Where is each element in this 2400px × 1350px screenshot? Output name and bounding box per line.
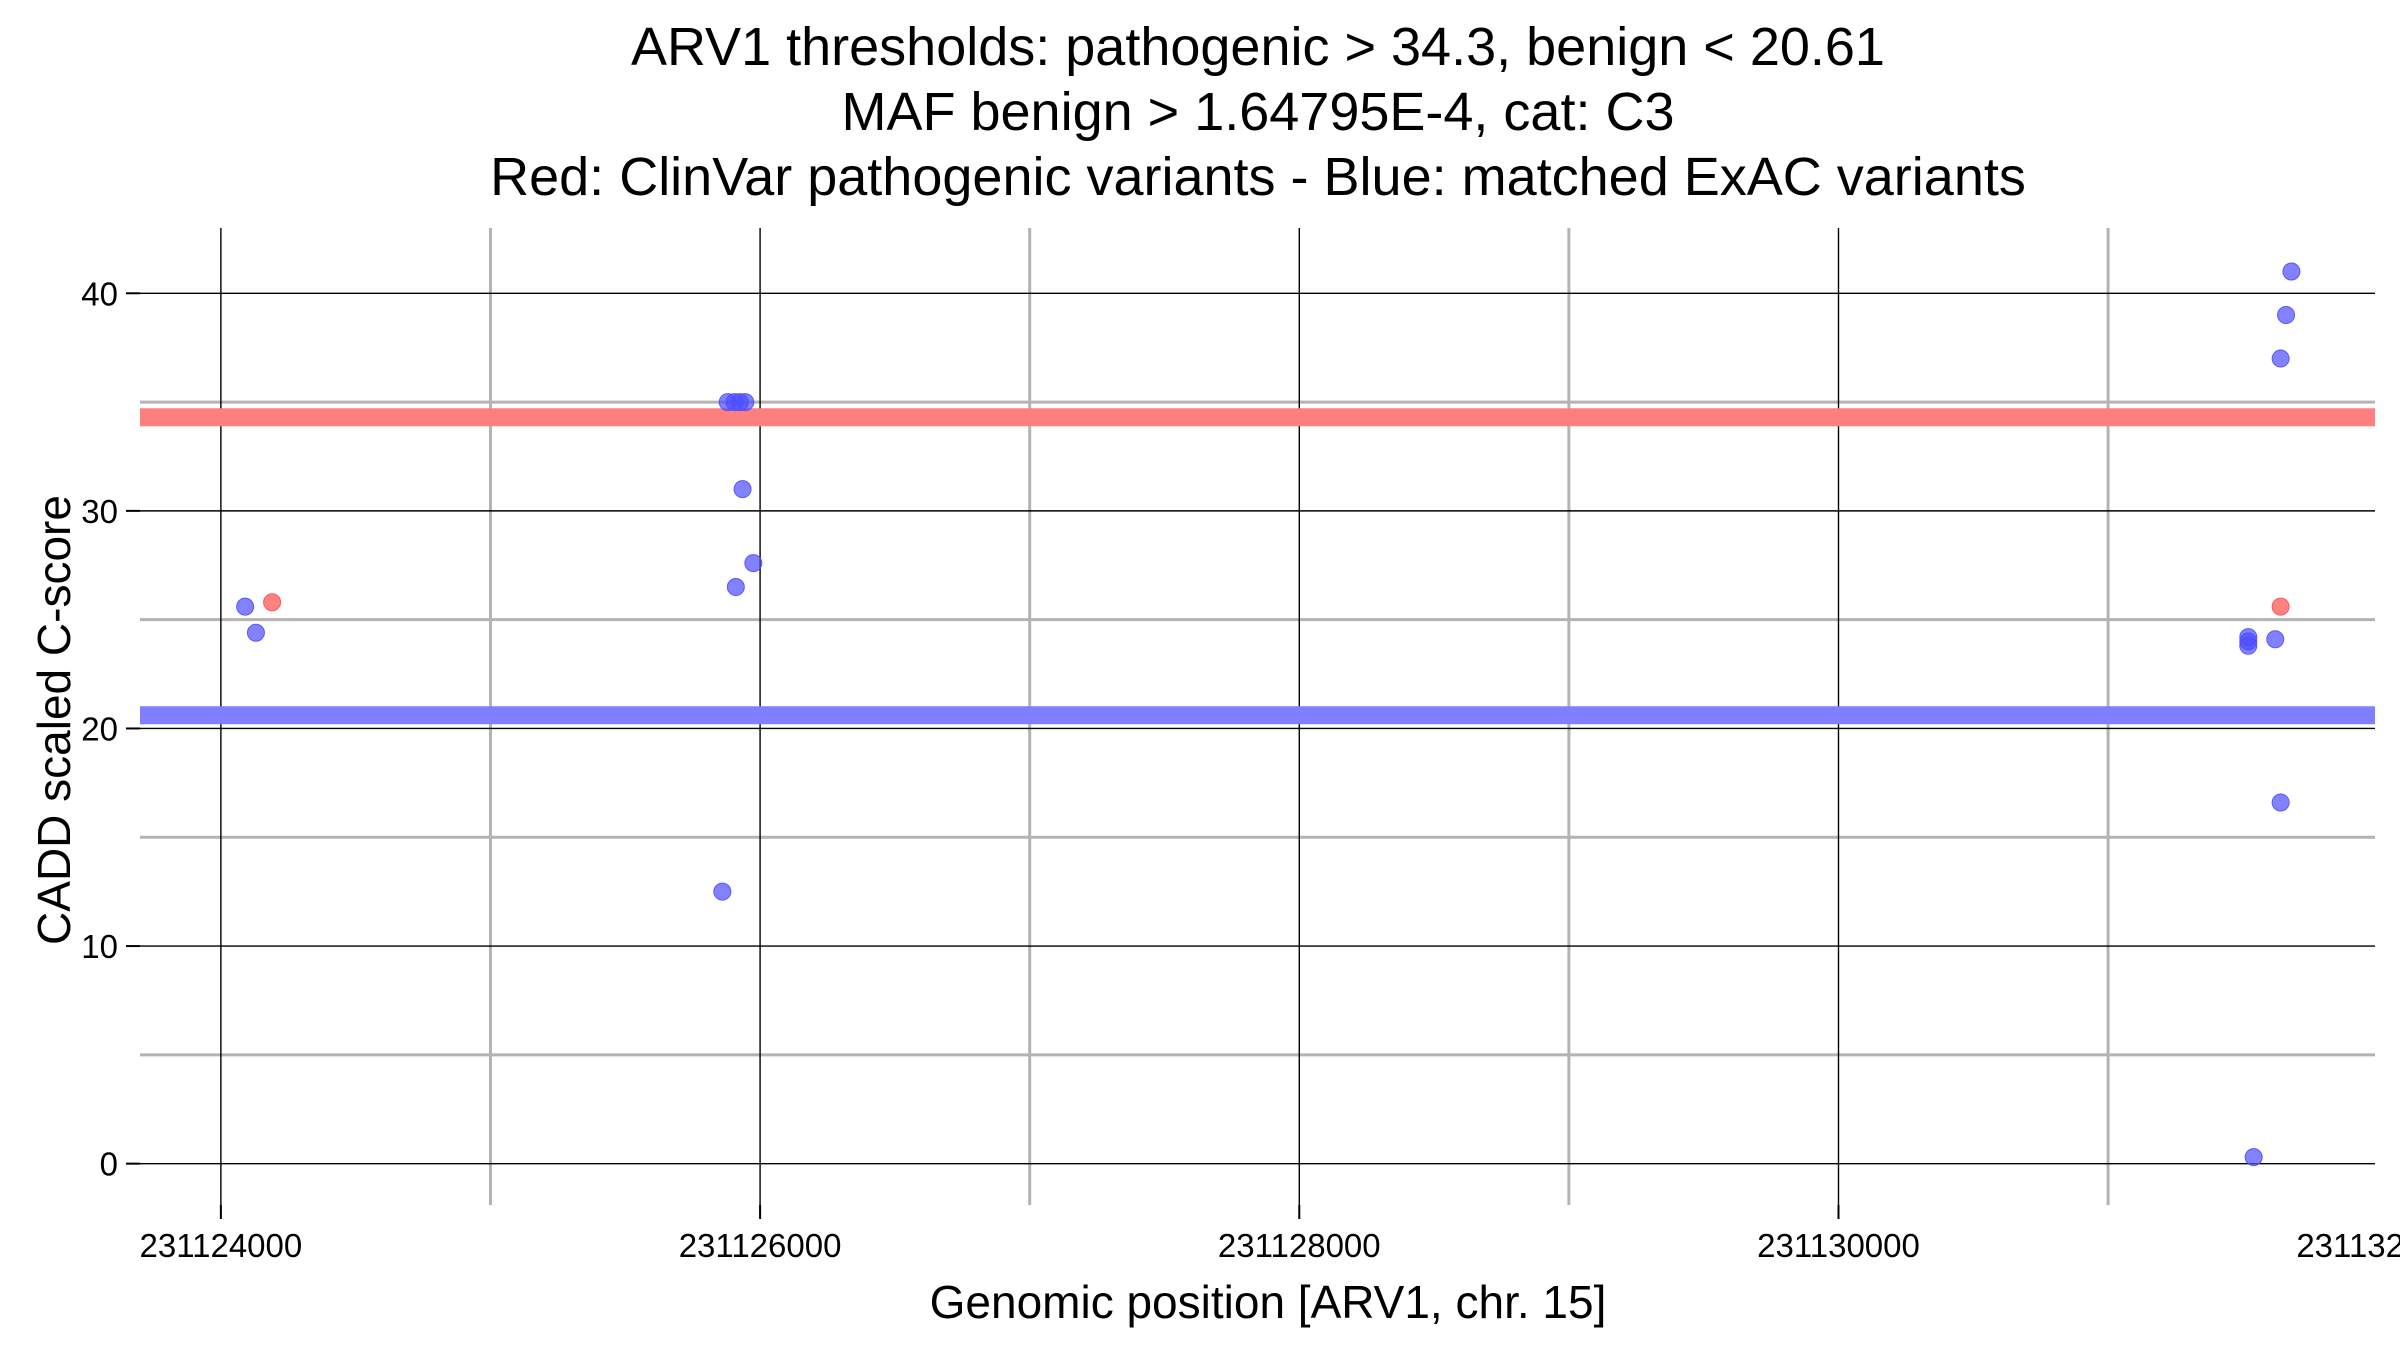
axes: 231124000 231126000 231128000 231130000 2311… <box>81 275 2400 1264</box>
y-tick-label: 0 <box>100 1146 118 1183</box>
y-tick-label: 20 <box>81 710 118 747</box>
point-matched-exac-variants <box>2239 636 2258 655</box>
title-line-3: Red: ClinVar pathogenic variants - Blue:… <box>490 147 2026 207</box>
point-matched-exac-variants <box>2282 262 2301 281</box>
point-clinvar-pathogenic-variants <box>263 593 282 612</box>
chart-title: ARV1 thresholds: pathogenic > 34.3, beni… <box>490 17 2026 207</box>
point-matched-exac-variants <box>744 554 763 573</box>
y-tick-label: 40 <box>81 275 118 312</box>
point-matched-exac-variants <box>2244 1148 2263 1167</box>
threshold-lines <box>140 408 2375 725</box>
point-matched-exac-variants <box>713 882 732 901</box>
data-points <box>236 262 2301 1167</box>
title-line-2: MAF benign > 1.64795E-4, cat: C3 <box>842 82 1675 142</box>
x-tick-label: 231132000 <box>2296 1227 2400 1264</box>
minor-gridlines <box>140 228 2375 1205</box>
point-clinvar-pathogenic-variants <box>2271 597 2290 616</box>
x-tick-label: 231126000 <box>679 1227 842 1264</box>
point-matched-exac-variants <box>2271 349 2290 368</box>
x-tick-label: 231128000 <box>1218 1227 1381 1264</box>
point-matched-exac-variants <box>736 393 755 412</box>
x-tick-label: 231124000 <box>140 1227 303 1264</box>
x-tick-label: 231130000 <box>1757 1227 1920 1264</box>
point-matched-exac-variants <box>2277 306 2296 325</box>
point-matched-exac-variants <box>2266 630 2285 649</box>
y-axis-title: CADD scaled C-score <box>28 495 80 945</box>
point-matched-exac-variants <box>236 597 255 616</box>
y-tick-label: 30 <box>81 493 118 530</box>
point-matched-exac-variants <box>733 480 752 499</box>
point-matched-exac-variants <box>2271 793 2290 812</box>
point-matched-exac-variants <box>246 623 265 642</box>
x-axis-title: Genomic position [ARV1, chr. 15] <box>930 1276 1607 1328</box>
y-tick-label: 10 <box>81 928 118 965</box>
major-gridlines <box>140 228 2375 1205</box>
title-line-1: ARV1 thresholds: pathogenic > 34.3, beni… <box>631 17 1885 77</box>
point-matched-exac-variants <box>726 578 745 597</box>
